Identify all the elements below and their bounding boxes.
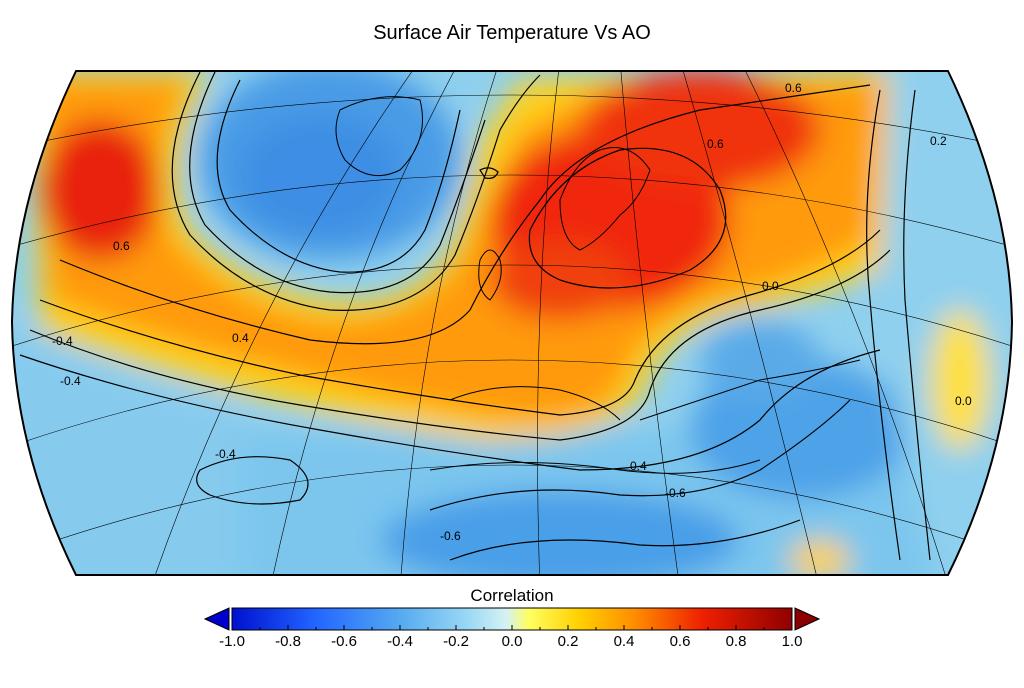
contour-label: 0.4 [232, 331, 249, 345]
colorbar-tick-label: 0.6 [669, 633, 691, 650]
contour-label: -0.4 [60, 374, 81, 388]
contour-label: 0.2 [930, 134, 947, 148]
colorbar-tick-label: -1.0 [219, 633, 245, 650]
map-field [12, 71, 1012, 575]
colorbar-title: Correlation [470, 586, 554, 605]
contour-label: 0.4 [630, 459, 647, 473]
contour-label: 0.6 [113, 239, 130, 253]
contour-label: 0.6 [707, 137, 724, 151]
map-frame [10, 70, 1014, 576]
contour-label: -0.6 [440, 529, 461, 543]
colorbar-under-arrow [203, 607, 230, 631]
coastlines [335, 96, 861, 474]
contour-lines [19, 71, 931, 561]
graticule [12, 71, 1012, 575]
colorbar [203, 607, 821, 631]
colorbar-tick-label: 0.4 [613, 633, 635, 650]
contour-label: -0.4 [215, 447, 236, 461]
colorbar-tick-label: 0.8 [725, 633, 747, 650]
colorbar-tick-label: -0.8 [275, 633, 301, 650]
contour-label: 0.0 [762, 279, 779, 293]
colorbar-ticks [231, 625, 793, 630]
contour-label: 0.6 [785, 81, 802, 95]
colorbar-tick-label: 0.2 [557, 633, 579, 650]
contour-labels: 0.6 -0.6 0.4 0.4 -0.4 -0.4 0.6 0.6 0.2 0… [52, 81, 972, 543]
colorbar-tick-label: 0.0 [501, 633, 523, 650]
colorbar-tick-label: -0.2 [443, 633, 469, 650]
colorbar-tick-label: 1.0 [781, 633, 803, 650]
chart-title: Surface Air Temperature Vs AO [373, 22, 651, 44]
colorbar-over-arrow [794, 607, 821, 631]
contour-label: -0.4 [52, 334, 73, 348]
contour-label: -0.6 [665, 486, 686, 500]
contour-label: 0.0 [955, 394, 972, 408]
colorbar-tick-label: -0.4 [387, 633, 413, 650]
colorbar-tick-label: -0.6 [331, 633, 357, 650]
